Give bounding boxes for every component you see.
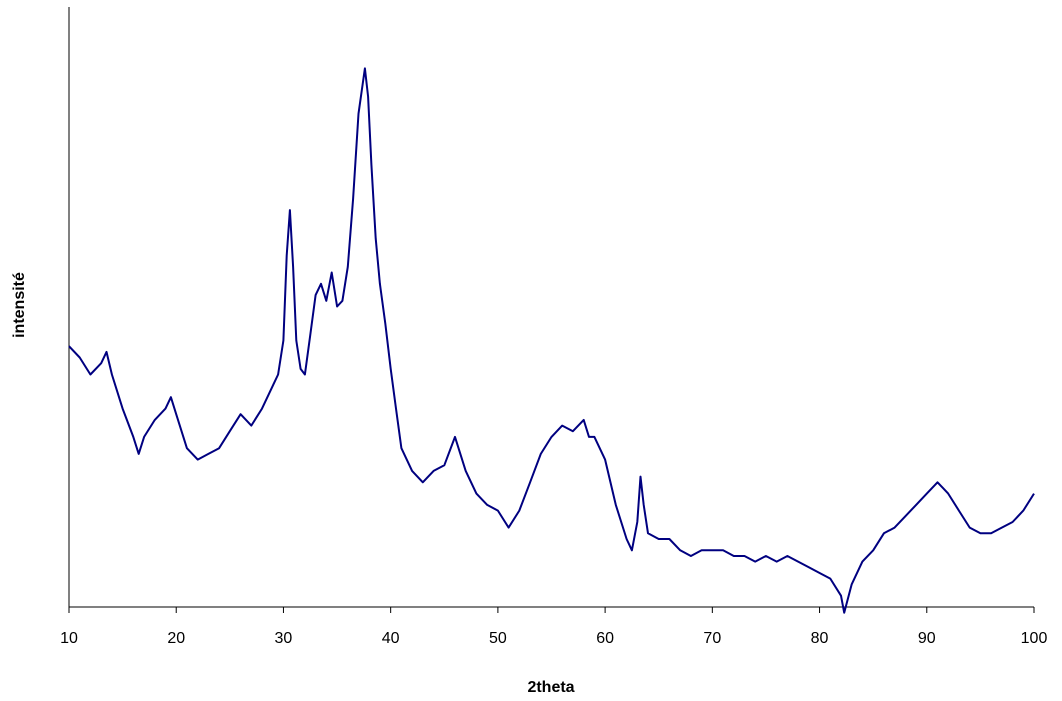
x-axis-title: 2theta xyxy=(527,679,574,696)
y-axis-title: intensité xyxy=(11,272,28,338)
x-tick-label-80: 80 xyxy=(811,630,829,647)
x-ticks xyxy=(68,607,1035,613)
x-tick-label-60: 60 xyxy=(596,630,614,647)
x-tick-labels: 10 20 30 40 50 60 70 80 90 100 xyxy=(60,630,1047,647)
x-tick-label-50: 50 xyxy=(489,630,507,647)
x-tick-label-20: 20 xyxy=(167,630,185,647)
x-tick-label-70: 70 xyxy=(703,630,721,647)
x-tick-label-10: 10 xyxy=(60,630,78,647)
series-line xyxy=(68,67,1035,614)
x-tick-label-40: 40 xyxy=(382,630,400,647)
x-tick-label-90: 90 xyxy=(918,630,936,647)
x-tick-label-30: 30 xyxy=(275,630,293,647)
x-tick-label-100: 100 xyxy=(1021,630,1048,647)
